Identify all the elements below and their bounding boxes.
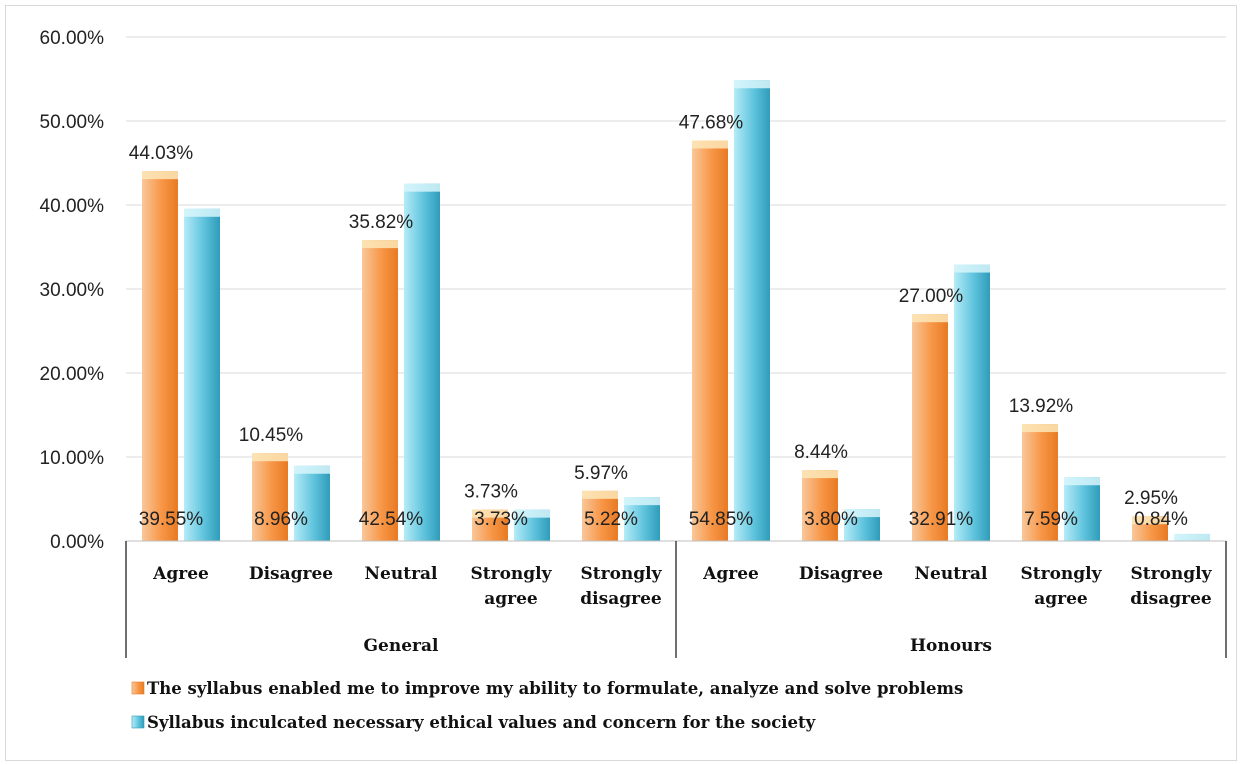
bar-cap: [844, 509, 880, 518]
data-label: 32.91%: [909, 509, 974, 530]
bar-cap: [514, 509, 550, 518]
bar-series-2: [294, 465, 330, 541]
bar-cap: [472, 509, 508, 518]
category-label: Strongly disagree: [1130, 564, 1212, 609]
data-label: 47.68%: [679, 112, 744, 133]
data-label: 3.80%: [804, 509, 858, 530]
x-axis: Agree Disagree Neutral Strongly agree Strongl…: [125, 540, 1227, 658]
data-label: 2.95%: [1124, 488, 1178, 509]
bar-cap: [184, 208, 220, 217]
bar-cap: [582, 490, 618, 499]
legend-label: Syllabus inculcated necessary ethical va…: [147, 713, 816, 732]
category-label: Agree: [152, 564, 209, 584]
data-label: 0.84%: [1134, 509, 1188, 530]
bar-cap: [1174, 533, 1210, 541]
y-tick-label: 0.00%: [50, 532, 104, 553]
data-label: 35.82%: [349, 212, 414, 233]
bar-series-2: [734, 80, 770, 541]
category-label: Agree: [702, 564, 759, 584]
data-label: 5.97%: [574, 463, 628, 484]
data-label: 27.00%: [899, 286, 964, 307]
bar-series-1: [142, 171, 178, 541]
bar-cap: [912, 314, 948, 323]
bar-series-2: [404, 183, 440, 541]
bar-cap: [734, 80, 770, 89]
legend-swatch: [131, 715, 145, 729]
category-label: Neutral: [365, 564, 439, 584]
bar-series-1: [362, 240, 398, 541]
legend-swatch: [131, 681, 145, 695]
bar-cap: [1022, 424, 1058, 433]
legend: The syllabus enabled me to improve my ab…: [131, 679, 963, 732]
data-label: 54.85%: [689, 509, 754, 530]
bar-cap: [1132, 516, 1168, 525]
bar-cap: [1064, 477, 1100, 486]
bar-series-2: [184, 208, 220, 541]
data-label: 7.59%: [1024, 509, 1078, 530]
bar-cap: [692, 140, 728, 149]
bar-series-2: [1064, 477, 1100, 541]
data-label: 5.22%: [584, 509, 638, 530]
legend-label: The syllabus enabled me to improve my ab…: [147, 679, 963, 698]
bar-series-1: [1022, 424, 1058, 541]
y-tick-label: 10.00%: [40, 448, 105, 469]
category-label: Strongly disagree: [580, 564, 662, 609]
category-label: Disagree: [799, 564, 883, 584]
y-axis: 0.00% 10.00% 20.00% 30.00% 40.00% 50.00% 60.00…: [40, 28, 105, 553]
bar-cap: [294, 465, 330, 474]
category-label: Neutral: [915, 564, 989, 584]
category-label: Strongly agree: [1020, 564, 1102, 609]
bar-series-2: [954, 264, 990, 541]
bar-cap: [142, 171, 178, 180]
bars: [142, 80, 1210, 541]
bar-cap: [954, 264, 990, 273]
category-label: Disagree: [249, 564, 333, 584]
y-tick-label: 30.00%: [40, 280, 105, 301]
data-label: 39.55%: [139, 509, 204, 530]
bar-cap: [252, 453, 288, 462]
bar-series-1: [252, 453, 288, 541]
data-label: 42.54%: [359, 509, 424, 530]
group-label: General: [364, 636, 439, 656]
bar-series-1: [582, 490, 618, 541]
bar-series-1: [912, 314, 948, 541]
data-label: 3.73%: [474, 509, 528, 530]
data-label: 3.73%: [464, 482, 518, 503]
bar-series-1: [692, 140, 728, 541]
data-label: 44.03%: [129, 143, 194, 164]
bar-cap: [362, 240, 398, 249]
data-label: 8.44%: [794, 442, 848, 463]
group-label: Honours: [910, 636, 992, 656]
bar-cap: [802, 470, 838, 479]
bar-cap: [624, 497, 660, 506]
bar-series-1: [802, 470, 838, 541]
bar-cap: [404, 183, 440, 192]
y-tick-label: 60.00%: [40, 28, 105, 49]
gridlines: [126, 36, 1226, 458]
data-label: 10.45%: [239, 425, 304, 446]
y-tick-label: 40.00%: [40, 196, 105, 217]
data-labels: 44.03% 10.45% 35.82% 3.73% 5.97% 47.68% 8.44% 2…: [129, 112, 1188, 530]
data-label: 13.92%: [1009, 396, 1074, 417]
category-label: Strongly agree: [470, 564, 552, 609]
y-tick-label: 50.00%: [40, 112, 105, 133]
y-tick-label: 20.00%: [40, 364, 105, 385]
data-label: 8.96%: [254, 509, 308, 530]
